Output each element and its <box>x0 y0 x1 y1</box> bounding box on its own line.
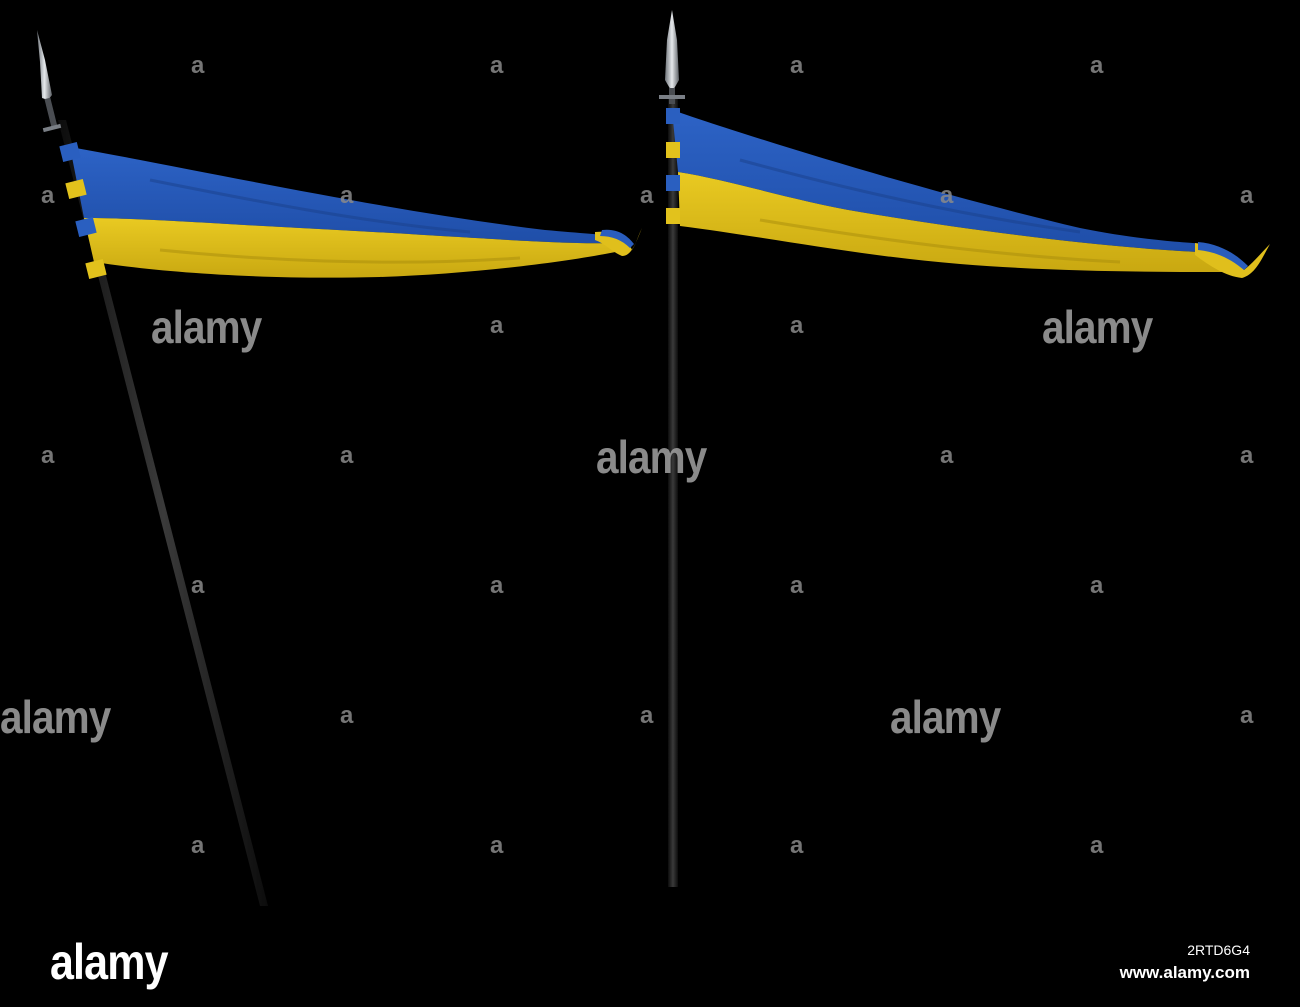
watermark-mark: a <box>790 832 804 859</box>
right-pole-band-blue-2 <box>666 175 680 191</box>
footer-logo: alamy <box>50 934 168 990</box>
left-pole <box>58 120 268 906</box>
watermark-mark: a <box>1240 182 1254 209</box>
image-id: 2RTD6G4 <box>1187 942 1250 958</box>
watermark-mark: a <box>1090 52 1104 79</box>
watermark-mark: a <box>1240 442 1254 469</box>
watermark-mark: a <box>191 572 205 599</box>
watermark-brand: alamy <box>151 301 262 353</box>
watermark-mark: a <box>790 312 804 339</box>
right-pole <box>668 95 678 887</box>
watermark-mark: a <box>340 442 354 469</box>
watermark-mark: a <box>790 572 804 599</box>
watermark-brand: alamy <box>0 691 111 743</box>
watermark-mark: a <box>1090 572 1104 599</box>
left-pole-band-yellow-2 <box>85 259 107 279</box>
watermark-mark: a <box>940 442 954 469</box>
watermark-mark: a <box>191 52 205 79</box>
watermark-mark: a <box>41 442 55 469</box>
watermark-mark: a <box>191 832 205 859</box>
right-pole-band-yellow-1 <box>666 142 680 158</box>
watermark-mark: a <box>490 312 504 339</box>
right-flag-blue <box>672 110 1205 252</box>
left-spear-tip <box>37 30 52 100</box>
watermark-brand: alamy <box>596 431 707 483</box>
left-flag-yellow <box>84 218 625 278</box>
left-pole-band-blue-2 <box>75 217 97 237</box>
left-pole-band-yellow-1 <box>65 179 87 199</box>
left-flag-blue <box>70 147 618 244</box>
watermark-mark: a <box>640 702 654 729</box>
right-pole-band-yellow-2 <box>666 208 680 224</box>
watermark-mark: a <box>1240 702 1254 729</box>
right-flag-yellow <box>678 172 1240 272</box>
watermark-mark: a <box>790 52 804 79</box>
watermark-mark: a <box>490 52 504 79</box>
watermark-brand: alamy <box>1042 301 1153 353</box>
left-pole-band-blue-1 <box>59 142 81 162</box>
watermark-mark: a <box>640 182 654 209</box>
watermark-mark: a <box>940 182 954 209</box>
watermark-mark: a <box>340 702 354 729</box>
watermark-mark: a <box>490 572 504 599</box>
watermark-mark: a <box>1090 832 1104 859</box>
site-url: www.alamy.com <box>1119 963 1250 982</box>
watermark-mark: a <box>340 182 354 209</box>
watermark-mark: a <box>490 832 504 859</box>
watermark-brand: alamy <box>890 691 1001 743</box>
right-spear-tip <box>665 10 679 92</box>
left-flag <box>37 30 642 906</box>
right-flag <box>659 10 1270 887</box>
right-pole-band-blue-1 <box>666 108 680 124</box>
footer-bar: alamy 2RTD6G4 www.alamy.com <box>0 925 1300 1007</box>
watermark-mark: a <box>41 182 55 209</box>
